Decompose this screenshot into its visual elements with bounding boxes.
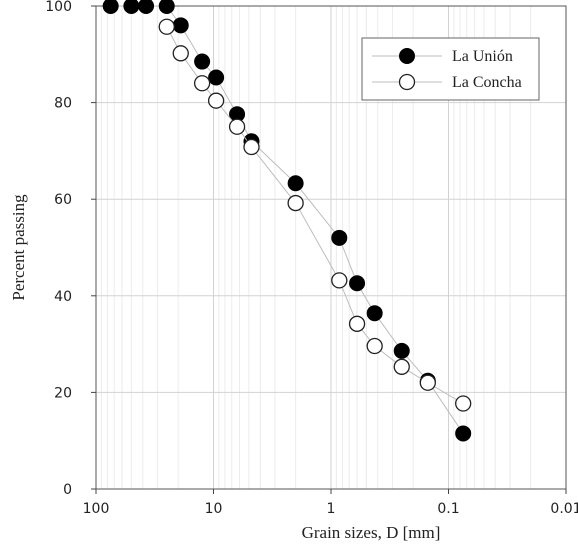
data-point <box>455 395 472 412</box>
y-tick-label: 80 <box>54 96 72 112</box>
data-point <box>331 229 348 246</box>
data-point <box>393 342 410 359</box>
data-point <box>172 17 189 34</box>
data-point <box>207 92 225 109</box>
data-point <box>287 175 304 192</box>
x-tick-label: 0.01 <box>550 501 578 517</box>
data-point <box>243 138 260 156</box>
axes: 100 10 1 0.1 0.01 0 20 40 60 80 100 <box>45 0 578 517</box>
data-point <box>172 45 189 62</box>
y-tick-label: 60 <box>54 192 72 208</box>
data-point <box>138 0 155 14</box>
data-point <box>419 374 436 391</box>
legend-label: La Concha <box>452 74 522 91</box>
data-point <box>393 358 410 375</box>
legend: La Unión La Concha <box>361 37 540 101</box>
legend-label: La Unión <box>452 48 513 65</box>
data-point <box>102 0 119 14</box>
x-axis-title: Grain sizes, D [mm] <box>302 523 441 542</box>
y-axis-title: Percent passing <box>9 194 28 301</box>
data-point <box>349 275 366 292</box>
legend-marker <box>399 48 415 64</box>
y-tick-label: 20 <box>54 385 72 401</box>
series-2 <box>158 18 472 412</box>
data-point <box>331 272 348 289</box>
x-tick-label: 100 <box>83 501 110 517</box>
x-tick-label: 10 <box>205 501 223 517</box>
data-point <box>193 75 211 92</box>
data-point <box>158 18 175 35</box>
data-point <box>366 305 383 322</box>
legend-box <box>361 37 540 101</box>
x-tick-label: 1 <box>327 501 336 517</box>
data-point <box>348 315 366 332</box>
data-point <box>455 425 472 442</box>
data-point <box>208 69 225 86</box>
data-point <box>123 0 140 14</box>
data-point <box>228 118 246 135</box>
data-point <box>158 0 175 14</box>
x-tick-label: 0.1 <box>437 501 459 517</box>
y-tick-label: 40 <box>54 289 72 305</box>
data-point <box>194 53 211 70</box>
legend-marker <box>398 73 416 91</box>
y-tick-label: 0 <box>63 482 72 498</box>
data-point <box>287 194 304 212</box>
y-tick-label: 100 <box>45 0 72 15</box>
data-point <box>366 337 383 355</box>
data-series <box>102 0 472 442</box>
